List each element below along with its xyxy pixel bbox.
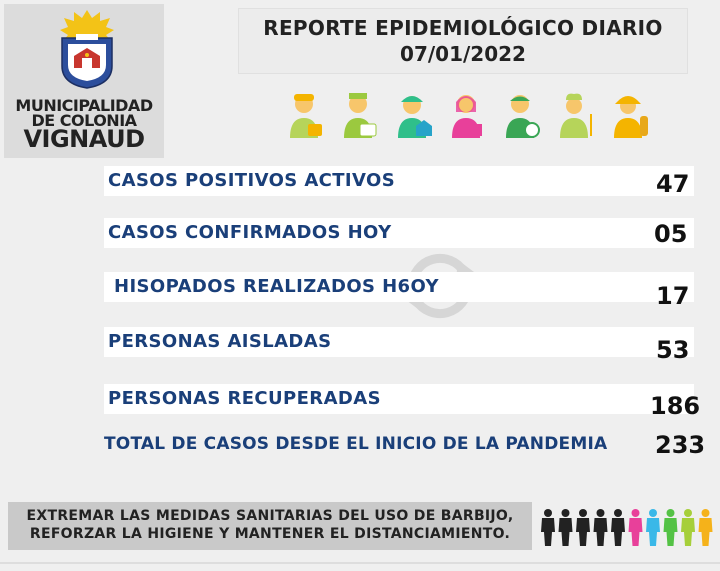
stat-value: 186 bbox=[650, 392, 701, 420]
stat-row-total-cases: TOTAL DE CASOS DESDE EL INICIO DE LA PAN… bbox=[104, 430, 652, 460]
advice-line-2: REFORZAR LA HIGIENE Y MANTENER EL DISTAN… bbox=[29, 526, 511, 542]
stat-row-confirmed-today: CASOS CONFIRMADOS HOY bbox=[104, 218, 694, 248]
nurse-icon bbox=[452, 95, 482, 138]
person-icon bbox=[681, 509, 695, 546]
stat-label: PERSONAS RECUPERADAS bbox=[108, 388, 381, 409]
stat-value: 47 bbox=[656, 170, 690, 198]
stat-label: HISOPADOS REALIZADOS H6OY bbox=[114, 276, 439, 297]
stat-row-swabs: HISOPADOS REALIZADOS H6OY bbox=[104, 272, 694, 302]
person-icon bbox=[663, 509, 678, 546]
engineer-icon bbox=[398, 96, 432, 138]
chef-icon bbox=[560, 93, 592, 138]
stat-row-recovered: PERSONAS RECUPERADAS bbox=[104, 384, 694, 414]
paramedic-icon bbox=[506, 95, 540, 138]
stat-label: PERSONAS AISLADAS bbox=[108, 331, 332, 352]
stat-row-isolated: PERSONAS AISLADAS bbox=[104, 327, 694, 357]
report-date: 07/01/2022 bbox=[400, 42, 526, 66]
municipality-logo: MUNICIPALIDAD DE COLONIA VIGNAUD bbox=[4, 4, 164, 158]
worker-icon bbox=[290, 94, 322, 138]
people-distancing-icon bbox=[541, 509, 713, 546]
stat-value: 17 bbox=[656, 282, 690, 310]
advice-line-1: EXTREMAR LAS MEDIDAS SANITARIAS DEL USO … bbox=[26, 508, 514, 524]
stat-row-active-cases: CASOS POSITIVOS ACTIVOS bbox=[104, 166, 694, 196]
person-icon bbox=[593, 509, 608, 546]
stat-label: TOTAL DE CASOS DESDE EL INICIO DE LA PAN… bbox=[104, 434, 608, 454]
person-icon bbox=[698, 509, 713, 546]
stat-value: 05 bbox=[654, 220, 688, 248]
person-icon bbox=[541, 509, 555, 546]
stat-label: CASOS CONFIRMADOS HOY bbox=[108, 222, 392, 243]
logo-line-3: VIGNAUD bbox=[23, 125, 145, 154]
health-advice-banner: EXTREMAR LAS MEDIDAS SANITARIAS DEL USO … bbox=[8, 502, 532, 550]
stat-value: 233 bbox=[655, 431, 706, 459]
person-icon bbox=[611, 509, 625, 546]
firefighter-icon bbox=[614, 96, 648, 138]
person-icon bbox=[628, 509, 643, 546]
logo-line-1: MUNICIPALIDAD bbox=[15, 96, 153, 115]
doctor-icon bbox=[344, 93, 377, 138]
workers-illustration bbox=[290, 93, 648, 138]
report-header: REPORTE EPIDEMIOLÓGICO DIARIO 07/01/2022 bbox=[238, 8, 688, 74]
person-icon bbox=[646, 509, 660, 546]
report-title: REPORTE EPIDEMIOLÓGICO DIARIO bbox=[263, 16, 663, 40]
logo-line-2: DE COLONIA bbox=[31, 111, 137, 131]
stat-value: 53 bbox=[656, 336, 690, 364]
person-icon bbox=[558, 509, 573, 546]
stat-label: CASOS POSITIVOS ACTIVOS bbox=[108, 170, 396, 191]
crest-icon bbox=[60, 10, 114, 89]
bottom-divider bbox=[0, 562, 720, 564]
person-icon bbox=[576, 509, 590, 546]
